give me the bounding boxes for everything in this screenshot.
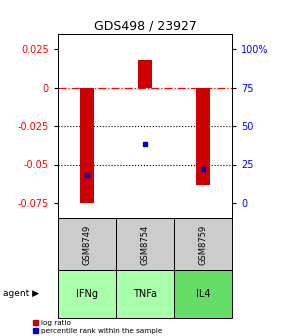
Bar (80, 87, 94, 203)
Bar (174, 218, 232, 270)
Bar (138, 60, 152, 87)
Bar (174, 270, 232, 318)
Text: IL4: IL4 (196, 289, 210, 299)
Text: GSM8754: GSM8754 (140, 224, 150, 264)
Legend: log ratio, percentile rank within the sample: log ratio, percentile rank within the sa… (32, 320, 162, 334)
Text: GSM8749: GSM8749 (82, 224, 92, 264)
Text: TNFa: TNFa (133, 289, 157, 299)
Bar (116, 270, 174, 318)
Text: IFNg: IFNg (76, 289, 98, 299)
Bar (58, 270, 116, 318)
Text: GSM8759: GSM8759 (198, 224, 208, 264)
Bar (58, 218, 116, 270)
Text: agent ▶: agent ▶ (3, 290, 39, 298)
Title: GDS498 / 23927: GDS498 / 23927 (94, 19, 196, 33)
Bar (116, 218, 174, 270)
Bar (196, 87, 210, 184)
